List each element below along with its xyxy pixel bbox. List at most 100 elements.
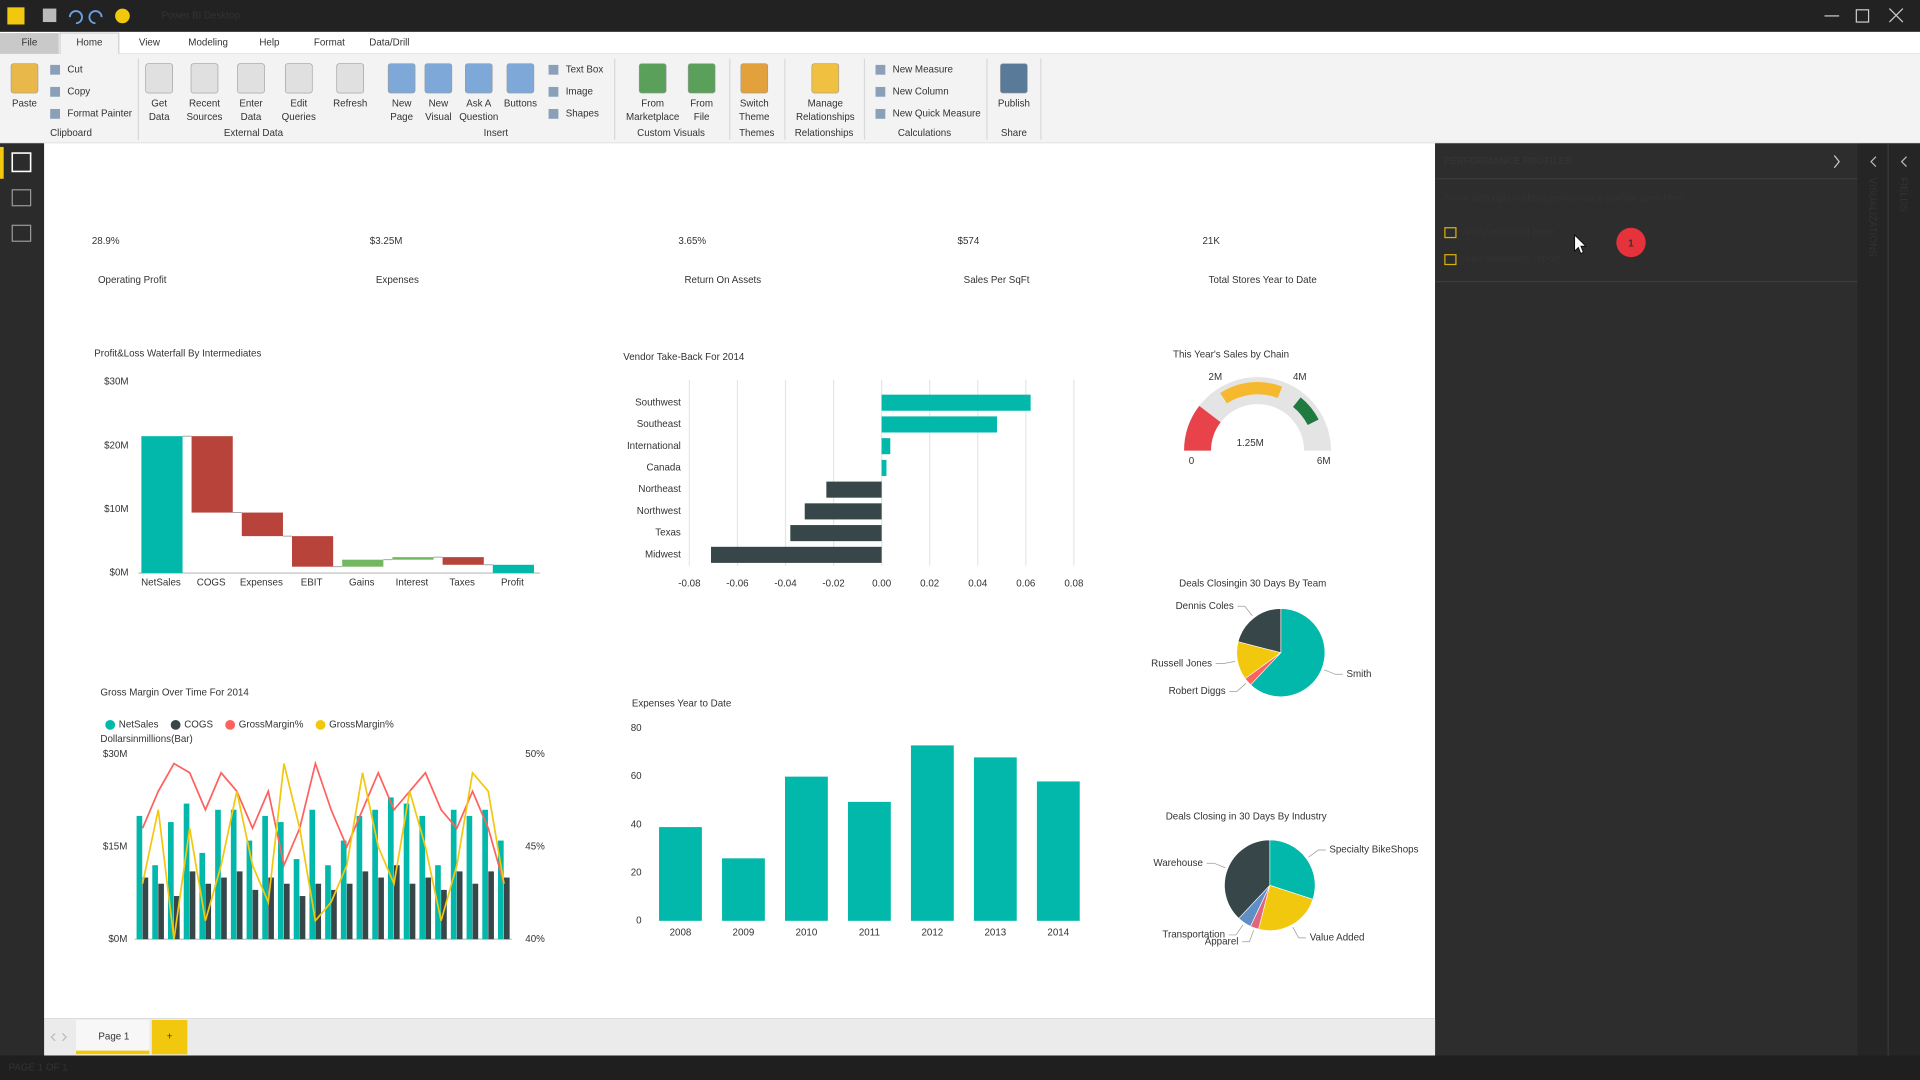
- bar: [189, 871, 196, 940]
- ribbon-button-label[interactable]: From: [690, 99, 713, 110]
- ribbon-button-label[interactable]: Get: [151, 99, 167, 110]
- ribbon-small-button[interactable]: Cut: [67, 64, 83, 75]
- ribbon-button-label[interactable]: Theme: [739, 112, 769, 123]
- side-tab[interactable]: VISUALIZATIONS: [1867, 178, 1878, 258]
- ribbon-small-button[interactable]: New Column: [893, 86, 949, 97]
- legend-label[interactable]: COGS: [184, 719, 213, 730]
- ribbon-tab[interactable]: Modeling: [188, 37, 228, 48]
- waterfall-bar: [442, 557, 484, 565]
- ribbon-tab[interactable]: View: [139, 37, 161, 48]
- chart-title: Profit&Loss Waterfall By Intermediates: [94, 348, 261, 359]
- ribbon-tab[interactable]: Format: [314, 37, 345, 48]
- ribbon-button-label[interactable]: Edit: [290, 99, 307, 110]
- bar: [456, 871, 463, 940]
- profiler-link[interactable]: Analyse current page: [1462, 227, 1554, 238]
- x-tick-label: 2012: [921, 928, 943, 939]
- undo-icon: [68, 10, 83, 25]
- ribbon-small-button[interactable]: Shapes: [566, 108, 599, 119]
- legend-label[interactable]: NetSales: [119, 719, 159, 730]
- close[interactable]: [1888, 8, 1904, 23]
- gauge-track: [1184, 377, 1332, 451]
- ribbon-small-button[interactable]: Copy: [67, 86, 90, 97]
- ribbon-button-label[interactable]: Switch: [740, 99, 769, 110]
- ribbon-button-label[interactable]: Page: [390, 112, 413, 123]
- ribbon-button-label[interactable]: Buttons: [504, 99, 537, 110]
- x-tick-label: 2010: [796, 928, 818, 939]
- kpi-label: Sales Per SqFt: [964, 275, 1030, 286]
- ribbon-button-label[interactable]: File: [694, 112, 710, 123]
- gauge-tick-label: 6M: [1317, 456, 1331, 467]
- ribbon-button-label[interactable]: Data: [241, 112, 262, 123]
- pie-slice: [1258, 884, 1314, 931]
- legend-label[interactable]: GrossMargin%: [329, 719, 394, 730]
- bar: [503, 877, 510, 940]
- ribbon-small-button[interactable]: New Quick Measure: [893, 108, 981, 119]
- ribbon-button-label[interactable]: Relationships: [796, 112, 855, 123]
- bar: [441, 889, 447, 940]
- ribbon-button-label[interactable]: Paste: [12, 99, 37, 110]
- link-icon: [1444, 227, 1457, 239]
- chart-title: Gross Margin Over Time For 2014: [100, 688, 249, 699]
- gauge-band: [1292, 397, 1319, 426]
- ribbon-button-label[interactable]: Enter: [239, 99, 263, 110]
- gauge-value: [1184, 405, 1221, 451]
- ribbon-button-label[interactable]: Recent: [189, 99, 220, 110]
- kpi-label: Total Stores Year to Date: [1209, 275, 1317, 286]
- ribbon-button-label[interactable]: Queries: [282, 112, 316, 123]
- ribbon-tab[interactable]: Data/Drill: [369, 37, 409, 48]
- ribbon-button-label[interactable]: Refresh: [333, 99, 367, 110]
- kpi-value: 28.9%: [92, 236, 120, 247]
- x-tick-label: 0.02: [920, 579, 939, 590]
- model-view-icon: [11, 224, 32, 242]
- ribbon-tab[interactable]: Home: [76, 37, 102, 48]
- ribbon-button-label[interactable]: From: [641, 99, 664, 110]
- legend-label[interactable]: GrossMargin%: [239, 719, 304, 730]
- waterfall-bar: [141, 436, 183, 574]
- ribbon-small-button[interactable]: Text Box: [566, 64, 604, 75]
- kpi-value: $574: [958, 236, 980, 247]
- side-tab-chevron[interactable]: [1870, 156, 1877, 167]
- ribbon-tab[interactable]: File: [22, 37, 38, 48]
- ribbon-button-label[interactable]: New: [429, 99, 450, 110]
- collapse-panel[interactable]: [1833, 155, 1840, 169]
- nav-active-marker: [0, 146, 4, 179]
- redo-icon: [88, 10, 103, 25]
- y-tick-label: 50%: [525, 749, 545, 760]
- x-tick-label: 2014: [1047, 928, 1069, 939]
- title-bar: [0, 0, 1920, 32]
- ribbon-button-icon: [336, 63, 364, 94]
- ribbon-button-label[interactable]: New: [392, 99, 413, 110]
- ribbon-tab[interactable]: Help: [259, 37, 280, 48]
- ribbon-button-label[interactable]: Data: [149, 112, 170, 123]
- ribbon-button-label[interactable]: Marketplace: [626, 112, 679, 123]
- y-category-label: International: [627, 441, 681, 452]
- waterfall-bar: [291, 536, 334, 567]
- add-page[interactable]: +: [167, 1032, 173, 1043]
- profiler-link[interactable]: Start monitoring report: [1462, 254, 1560, 265]
- ribbon-button-label[interactable]: Visual: [425, 112, 451, 123]
- y-tick-label: $0M: [110, 568, 129, 579]
- y-category-label: Canada: [647, 463, 682, 474]
- ribbon-button-label[interactable]: Publish: [998, 99, 1030, 110]
- ribbon-small-button[interactable]: Format Painter: [67, 108, 132, 119]
- side-tab-chevron[interactable]: [1900, 156, 1907, 167]
- y-tick-label: 20: [631, 867, 642, 878]
- y-category-label: Texas: [655, 528, 681, 539]
- side-tab[interactable]: FIELDS: [1897, 178, 1908, 213]
- x-tick-label: Profit: [501, 577, 524, 588]
- bar: [340, 840, 347, 940]
- y-tick-label: 60: [631, 771, 642, 782]
- ribbon-small-button[interactable]: New Measure: [893, 64, 953, 75]
- ribbon-button-label[interactable]: Question: [459, 112, 498, 123]
- ribbon-button-label[interactable]: Manage: [808, 99, 843, 110]
- page-tab[interactable]: Page 1: [98, 1032, 129, 1043]
- file-tab-bg: [0, 33, 59, 54]
- ribbon-button-icon: [638, 63, 667, 94]
- ribbon-small-icon: [548, 108, 559, 119]
- ribbon-group-label: Calculations: [898, 128, 951, 139]
- ribbon-button-label[interactable]: Ask A: [466, 99, 491, 110]
- ribbon-button-label[interactable]: Sources: [187, 112, 223, 123]
- page-scroll-arrows[interactable]: [50, 1033, 67, 1042]
- ribbon-small-button[interactable]: Image: [566, 86, 593, 97]
- step-badge-label: 1: [1628, 238, 1634, 249]
